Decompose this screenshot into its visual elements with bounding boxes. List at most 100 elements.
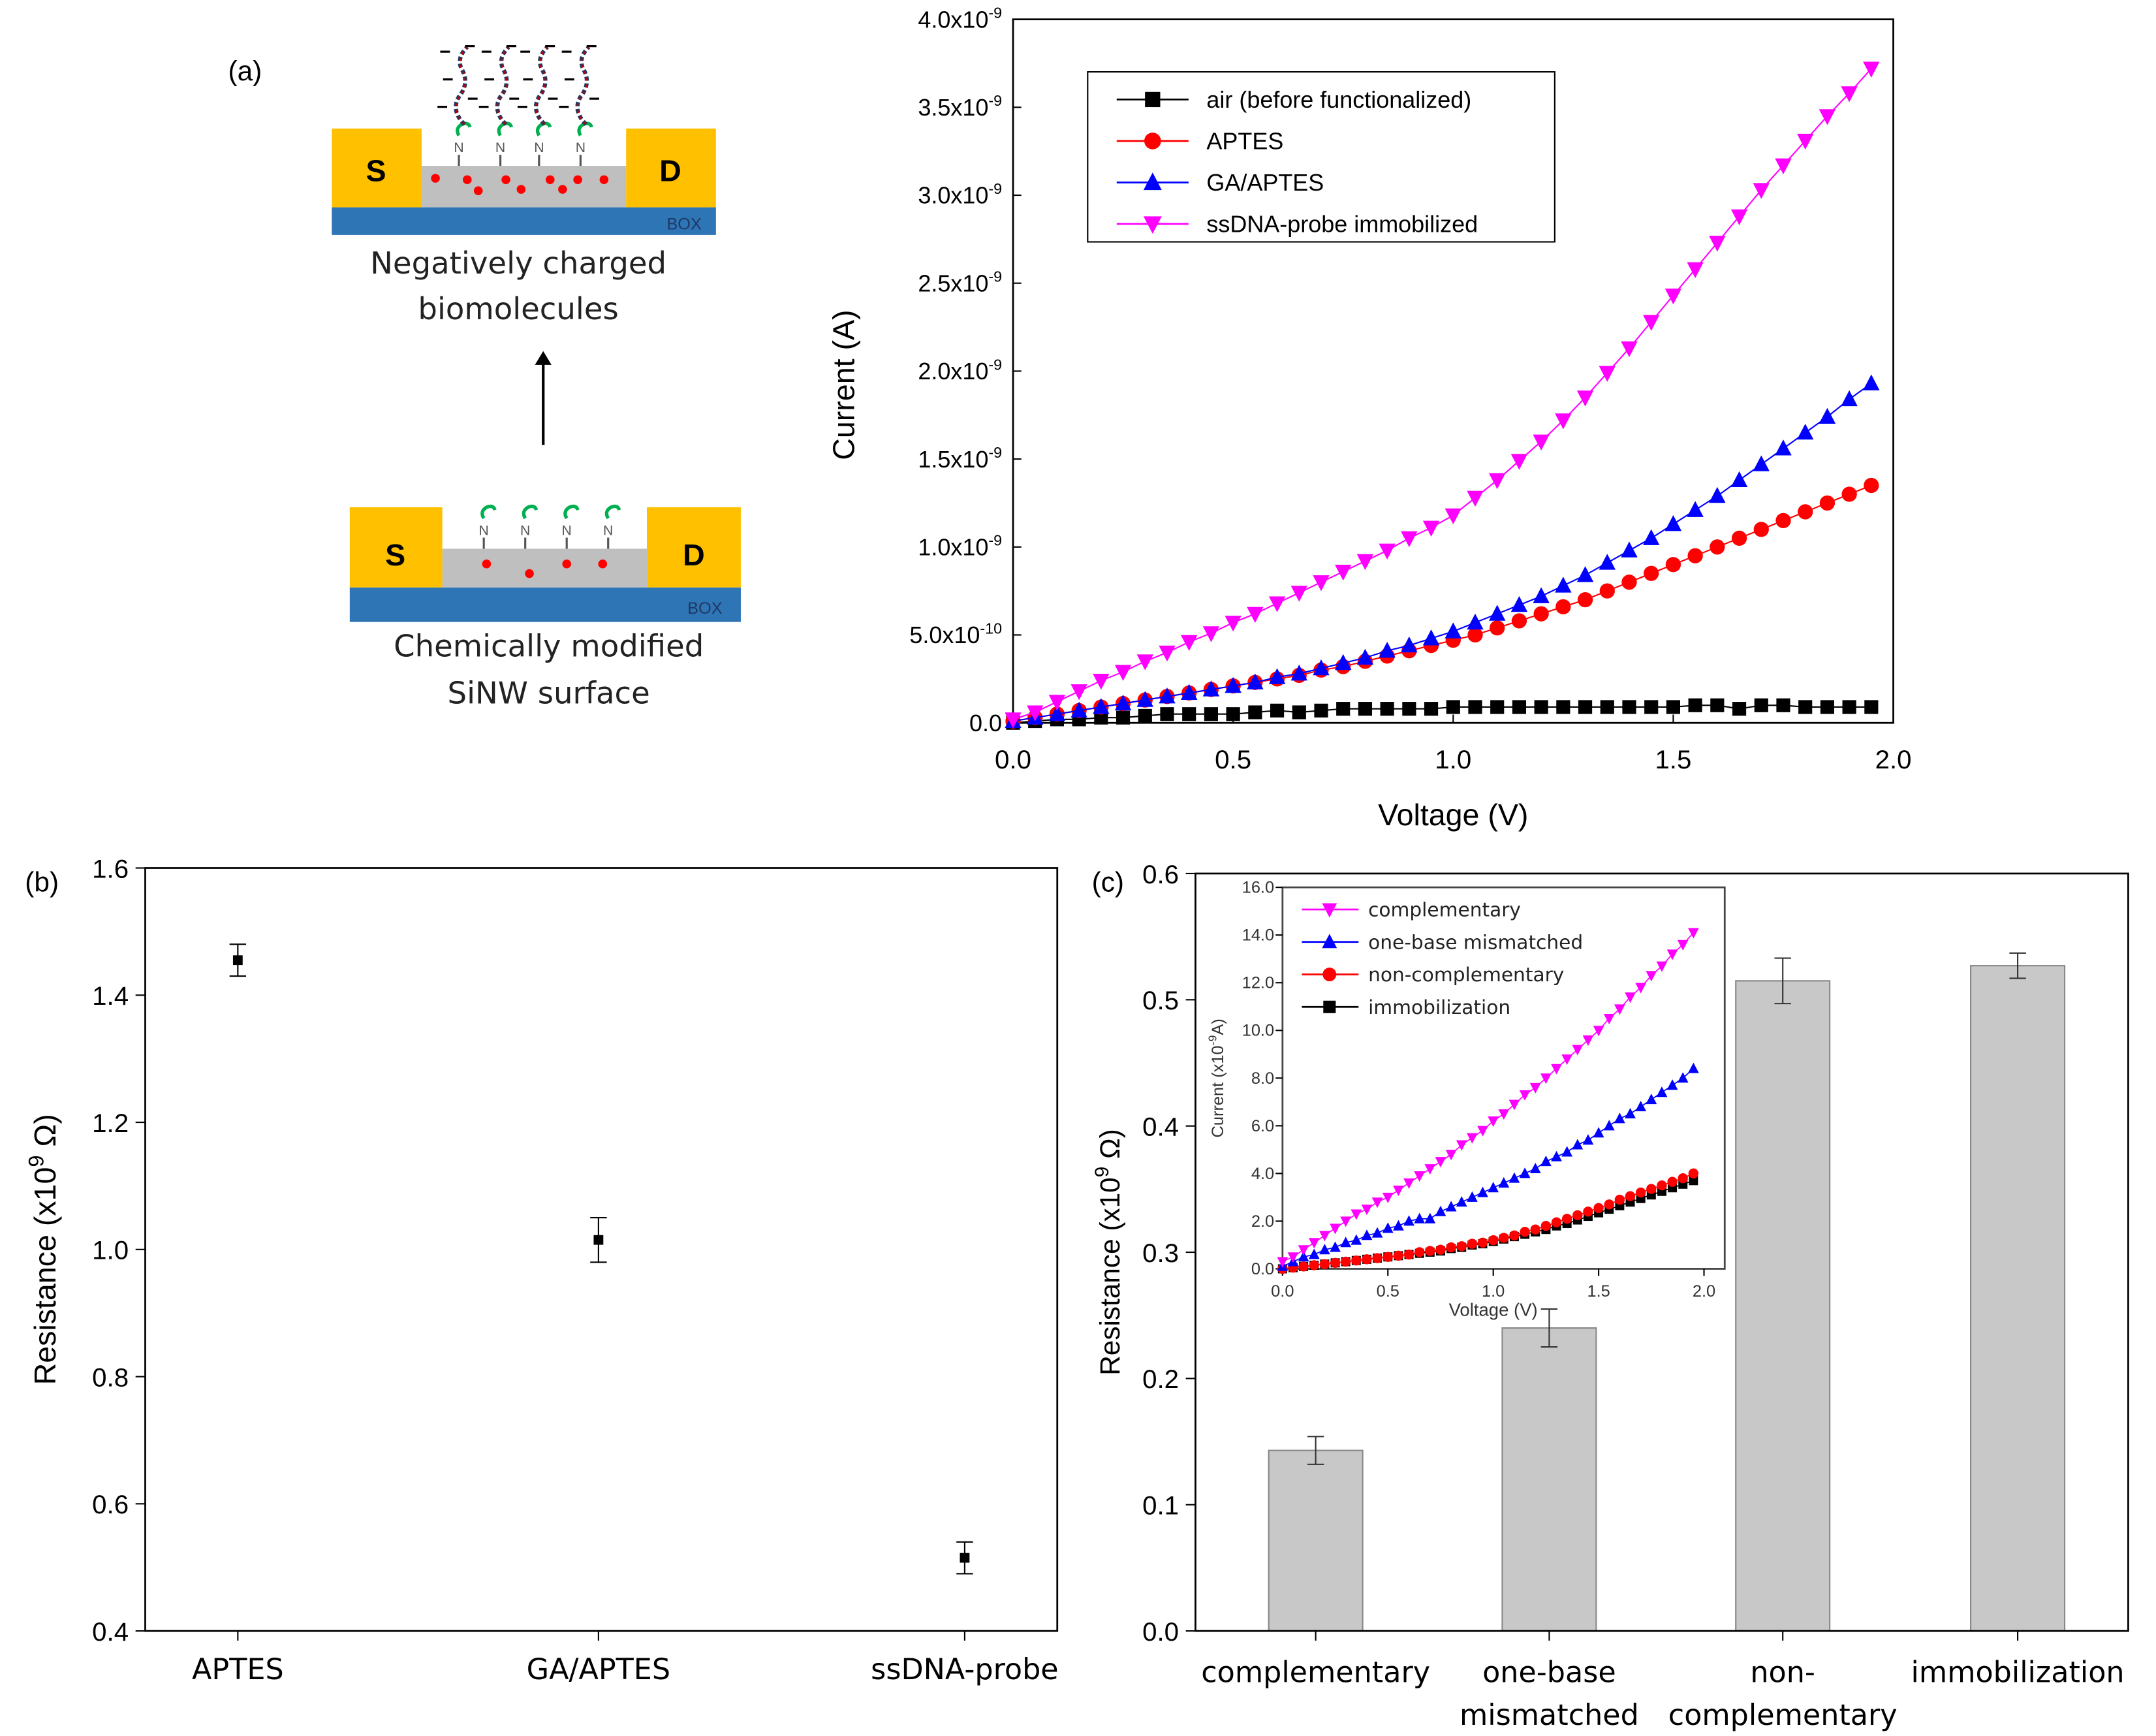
data-point [1864, 700, 1879, 714]
y-tick-exponent: -9 [988, 92, 1002, 109]
y-axis-label: Resistance (x109 Ω) [23, 1114, 62, 1385]
data-point [1467, 1133, 1478, 1144]
y-tick-label: 0.5 [1142, 986, 1179, 1015]
data-point [1248, 705, 1262, 719]
data-point [1656, 1086, 1668, 1097]
y-tick-label: 0.4 [92, 1617, 129, 1647]
data-point [1688, 698, 1702, 712]
negative-charge: − [547, 88, 558, 110]
y-tick-exponent: -9 [988, 180, 1002, 197]
data-point [1477, 1186, 1488, 1197]
legend-marker [1144, 133, 1161, 150]
data-point [1182, 707, 1196, 721]
data-point [1688, 1168, 1699, 1179]
data-point [1319, 1231, 1330, 1242]
bottom-caption-line2: SiNW surface [448, 676, 650, 711]
source-electrode [349, 507, 443, 588]
legend-label: non-complementary [1368, 963, 1564, 986]
data-point [1677, 1072, 1689, 1083]
data-point [1270, 703, 1285, 718]
y-tick-label: 2.0x10-9 [918, 356, 1002, 385]
data-point [1027, 705, 1044, 721]
data-point [1313, 575, 1330, 592]
data-point [1498, 1176, 1510, 1188]
data-point [1488, 1116, 1499, 1128]
data-point [1732, 702, 1747, 716]
data-point [1593, 1026, 1604, 1037]
bar [1735, 980, 1831, 1632]
data-point [1351, 1234, 1362, 1245]
data-point [1403, 1215, 1414, 1226]
legend-label: ssDNA-probe immobilized [1206, 211, 1478, 238]
data-point [1070, 684, 1087, 701]
top-caption-line1: Negatively charged [370, 245, 666, 281]
charge-dot [599, 175, 609, 184]
data-point [1225, 676, 1242, 693]
top-caption-line2: biomolecules [418, 291, 618, 326]
panel-a-diagram: (a) S D BOX N−−−−−N−−−−−N−−−−−N−−−−− Neg… [228, 35, 741, 711]
y-tick-label: 16.0 [1242, 879, 1274, 897]
charge-dots [431, 174, 609, 195]
data-point [1646, 1184, 1657, 1194]
negative-charge: − [467, 88, 478, 110]
data-point [1561, 1214, 1572, 1224]
y-tick-label: 3.0x10-9 [918, 180, 1002, 209]
data-point [1445, 622, 1461, 639]
negative-charge: − [478, 97, 490, 118]
data-point [1138, 708, 1152, 723]
data-point [1424, 1212, 1436, 1223]
amine-label: N [479, 523, 489, 538]
data-point [1435, 1244, 1446, 1255]
data-point [1356, 554, 1374, 571]
data-point [1247, 607, 1264, 623]
data-point [1625, 1191, 1636, 1201]
data-point [1667, 1176, 1678, 1187]
x-tick-label: complementary [1668, 1699, 1898, 1732]
charge-dot [525, 569, 534, 578]
charge-dot [562, 559, 571, 569]
data-point [1340, 1256, 1351, 1267]
data-point [1268, 596, 1286, 612]
data-point [1401, 636, 1418, 653]
data-point [960, 1553, 970, 1563]
data-point [1393, 1185, 1404, 1197]
dna-strand [496, 46, 510, 125]
data-point [1005, 712, 1022, 729]
data-point [1340, 1237, 1352, 1248]
data-point [1551, 1064, 1562, 1075]
data-point [1292, 705, 1306, 719]
y-tick-label: 6.0 [1251, 1117, 1274, 1135]
data-point [1488, 1182, 1499, 1193]
charge-dot [558, 185, 567, 194]
data-point [1226, 707, 1240, 721]
data-point [1600, 700, 1614, 714]
data-point [1510, 595, 1528, 612]
device-modified: S D BOX N N N N [349, 504, 741, 622]
data-point [1379, 641, 1396, 658]
data-point [1422, 629, 1440, 646]
data-point [1540, 1073, 1552, 1084]
charge-dot [462, 175, 472, 184]
data-point [1277, 1257, 1289, 1268]
data-point [1202, 680, 1220, 697]
negative-charge: − [439, 41, 450, 63]
data-point [1665, 557, 1681, 573]
data-point [1319, 1244, 1330, 1255]
series-line [1282, 1068, 1694, 1267]
data-point [1529, 1162, 1541, 1174]
data-point [1414, 1212, 1426, 1223]
amine-label: N [520, 523, 530, 538]
data-point [1798, 700, 1813, 714]
data-point [1488, 1235, 1499, 1246]
y-tick-mantissa: 1.5x10 [918, 446, 988, 473]
y-tick-exponent: -10 [980, 620, 1002, 637]
data-point [1424, 702, 1439, 716]
data-point [1599, 583, 1615, 599]
data-point [1114, 665, 1132, 681]
data-point [1422, 520, 1440, 537]
data-point [1666, 700, 1680, 714]
series-one-base-mismatched [1277, 1062, 1699, 1271]
data-point [1664, 515, 1682, 531]
negative-charge: − [522, 69, 533, 90]
data-point [1621, 341, 1638, 358]
